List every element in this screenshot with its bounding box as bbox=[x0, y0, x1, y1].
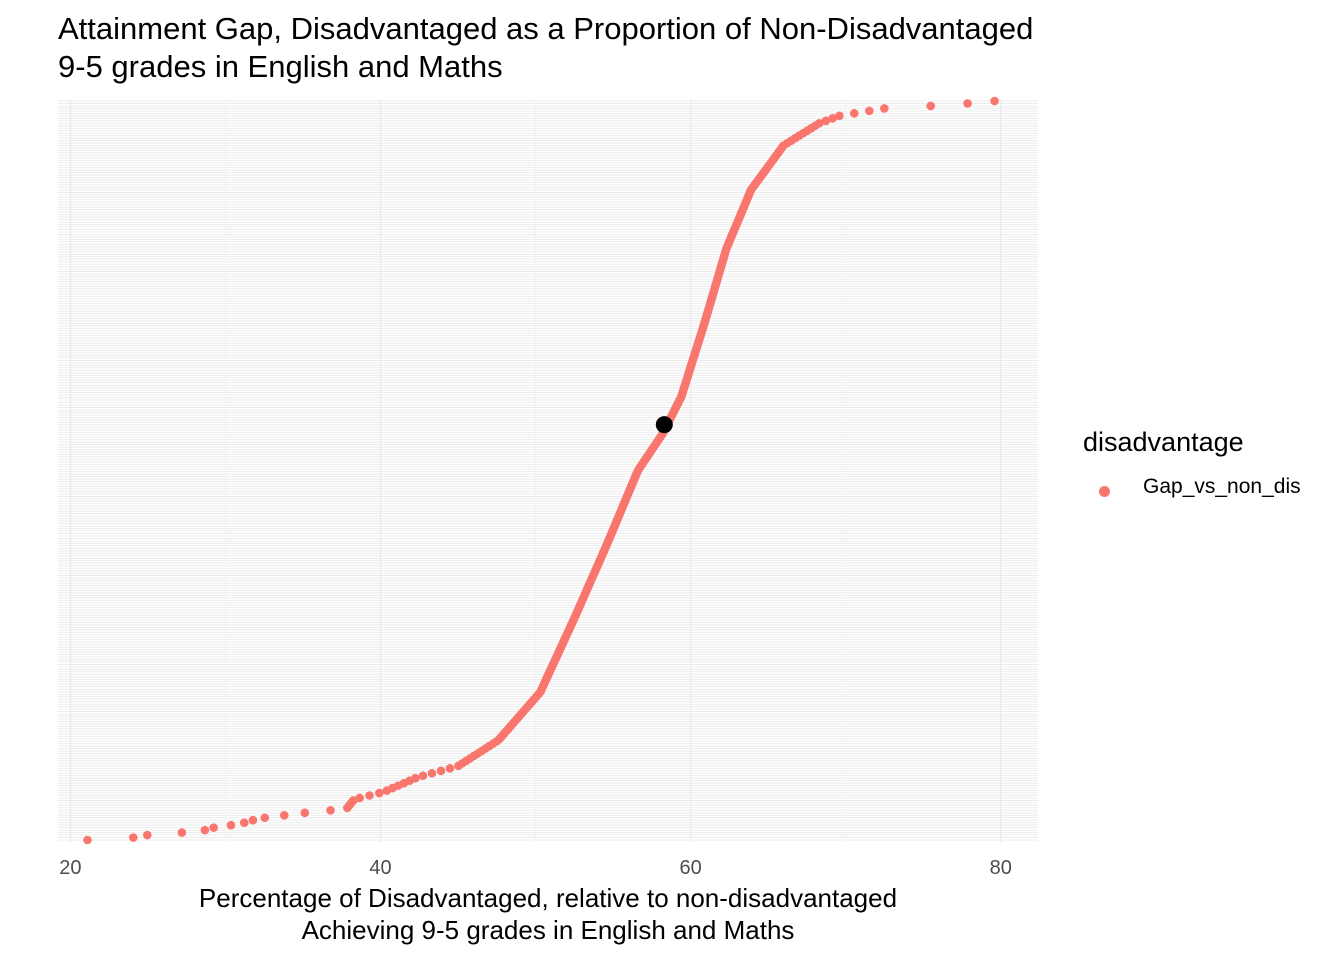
legend-label: Gap_vs_non_dis bbox=[1143, 475, 1301, 498]
data-point bbox=[260, 813, 270, 823]
gridlines bbox=[58, 100, 1038, 842]
x-axis-ticks: 20 40 60 80 bbox=[59, 857, 1012, 879]
data-point bbox=[177, 828, 187, 837]
data-point bbox=[427, 768, 437, 778]
data-point bbox=[365, 791, 374, 800]
data-point bbox=[821, 116, 831, 126]
data-point bbox=[835, 111, 844, 121]
data-point bbox=[880, 104, 889, 113]
data-point bbox=[926, 101, 935, 111]
data-point bbox=[83, 835, 92, 845]
plot-panel bbox=[58, 100, 1038, 842]
data-point bbox=[279, 810, 289, 820]
data-point bbox=[411, 773, 420, 783]
data-point bbox=[326, 806, 335, 815]
data-point bbox=[436, 766, 446, 776]
data-point bbox=[828, 114, 837, 123]
legend-key-dot bbox=[1099, 486, 1110, 497]
legend: disadvantage Gap_vs_non_dis bbox=[1083, 425, 1301, 498]
chart-subtitle: 9-5 grades in English and Maths bbox=[58, 49, 503, 84]
data-point bbox=[248, 815, 258, 825]
data-point bbox=[300, 808, 310, 818]
data-point bbox=[143, 830, 152, 840]
x-axis-title: Percentage of Disadvantaged, relative to… bbox=[58, 882, 1038, 946]
chart-title: Attainment Gap, Disadvantaged as a Propo… bbox=[58, 11, 1034, 46]
x-tick-label: 80 bbox=[990, 857, 1012, 879]
data-point bbox=[239, 818, 249, 827]
highlight-layer bbox=[655, 416, 673, 434]
x-axis-title-line2: Achieving 9-5 grades in English and Math… bbox=[301, 915, 795, 945]
data-points bbox=[83, 96, 999, 845]
data-point bbox=[814, 118, 824, 128]
data-point bbox=[864, 106, 874, 116]
data-point bbox=[226, 820, 236, 830]
data-point bbox=[209, 823, 218, 832]
data-point bbox=[355, 793, 364, 803]
data-point bbox=[129, 833, 138, 842]
data-point bbox=[418, 771, 428, 781]
x-tick-label: 40 bbox=[369, 857, 391, 879]
x-tick-label: 20 bbox=[59, 857, 81, 879]
data-point bbox=[963, 99, 972, 108]
data-point bbox=[375, 788, 384, 798]
data-point bbox=[445, 764, 455, 773]
x-axis-title-line1: Percentage of Disadvantaged, relative to… bbox=[198, 883, 898, 913]
data-point bbox=[200, 825, 210, 835]
data-point bbox=[990, 96, 999, 106]
data-point bbox=[849, 109, 859, 118]
x-tick-label: 60 bbox=[680, 857, 702, 879]
highlight-point bbox=[655, 416, 673, 434]
legend-title: disadvantage bbox=[1083, 427, 1244, 457]
chart-title-block: Attainment Gap, Disadvantaged as a Propo… bbox=[58, 10, 1033, 86]
